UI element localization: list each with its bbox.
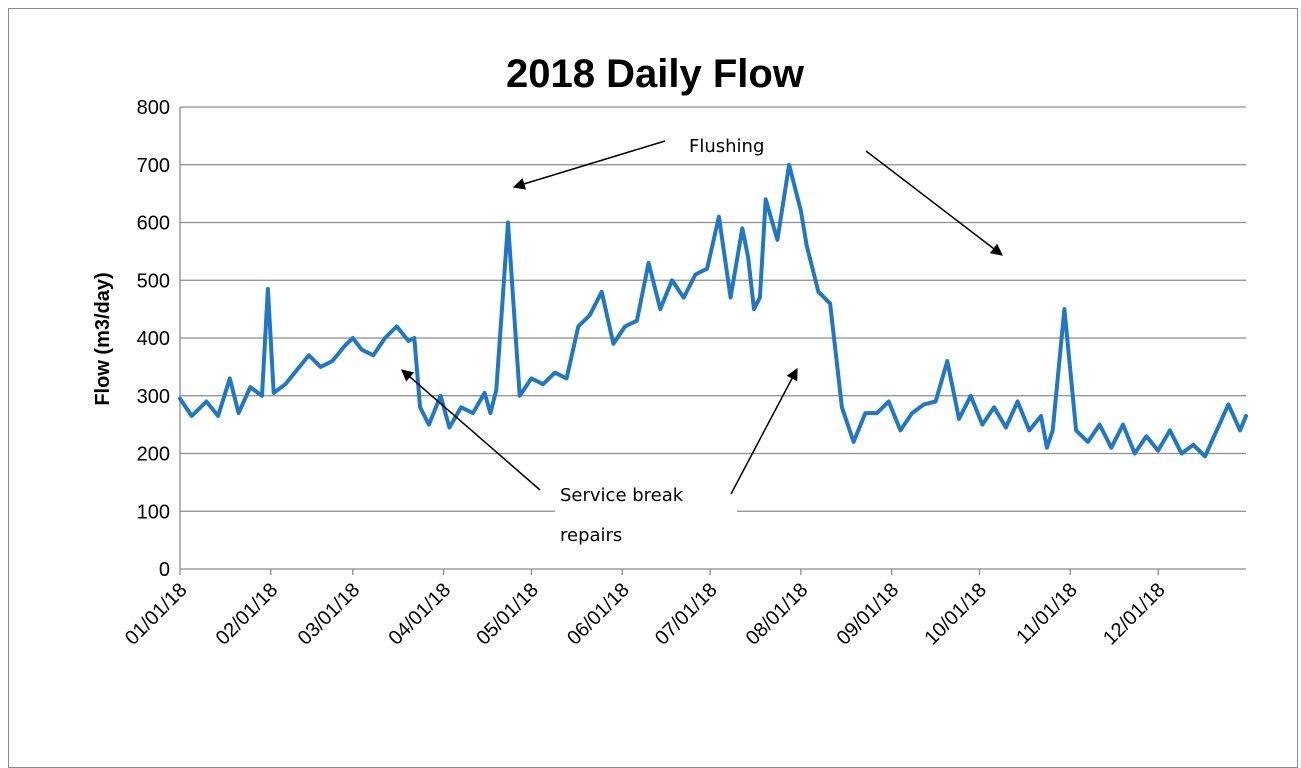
flow-line-chart: 2018 Daily Flow Flow (m3/day) 0 100 200 300… (92, 52, 1248, 650)
annotations: Flushing Service break repairs (401, 133, 1003, 549)
gridlines (180, 106, 1246, 512)
x-tick-label: 05/01/18 (472, 579, 543, 650)
annotation-repairs: repairs (560, 525, 622, 546)
axes (179, 107, 1246, 570)
x-tick-label: 03/01/18 (294, 579, 365, 650)
y-tick-label: 0 (159, 559, 170, 581)
y-tick-label: 700 (137, 155, 170, 177)
y-tick-label: 600 (137, 213, 170, 235)
y-tick-label: 800 (137, 97, 170, 119)
x-tick-label: 07/01/18 (651, 579, 722, 650)
annotation-flushing: Flushing (689, 136, 764, 157)
x-tick-label: 12/01/18 (1099, 579, 1170, 650)
x-tick-label: 09/01/18 (833, 579, 904, 650)
chart-title: 2018 Daily Flow (506, 52, 805, 96)
chart-container: 2018 Daily Flow Flow (m3/day) 0 100 200 300… (8, 8, 1298, 768)
annotation-service-break: Service break (560, 485, 684, 506)
x-tick-label: 06/01/18 (563, 579, 634, 650)
x-tick-label: 04/01/18 (384, 579, 455, 650)
y-tick-labels: 0 100 200 300 400 500 600 700 800 (137, 97, 170, 581)
flushing-arrow-left (512, 140, 666, 190)
y-tick-label: 400 (137, 328, 170, 350)
x-tick-label: 01/01/18 (121, 579, 192, 650)
x-tick-label: 08/01/18 (742, 579, 813, 650)
y-tick-label: 300 (137, 386, 170, 408)
service-break-arrow-left (401, 369, 541, 491)
daily-flow-series-line (178, 162, 1248, 459)
service-break-label-background (555, 479, 737, 549)
x-tick-label: 10/01/18 (920, 579, 991, 650)
y-tick-label: 500 (137, 270, 170, 292)
service-break-arrow-right (730, 367, 798, 495)
y-tick-label: 200 (137, 444, 170, 466)
flushing-arrow-right (865, 150, 1003, 256)
flushing-label-background (685, 133, 795, 157)
x-tick-labels: 01/01/18 02/01/18 03/01/18 04/01/18 05/01/18… (121, 569, 1170, 650)
y-tick-label: 100 (137, 501, 170, 523)
x-tick-label: 02/01/18 (212, 579, 283, 650)
x-tick-label: 11/01/18 (1012, 579, 1082, 649)
y-axis-label: Flow (m3/day) (92, 272, 114, 405)
